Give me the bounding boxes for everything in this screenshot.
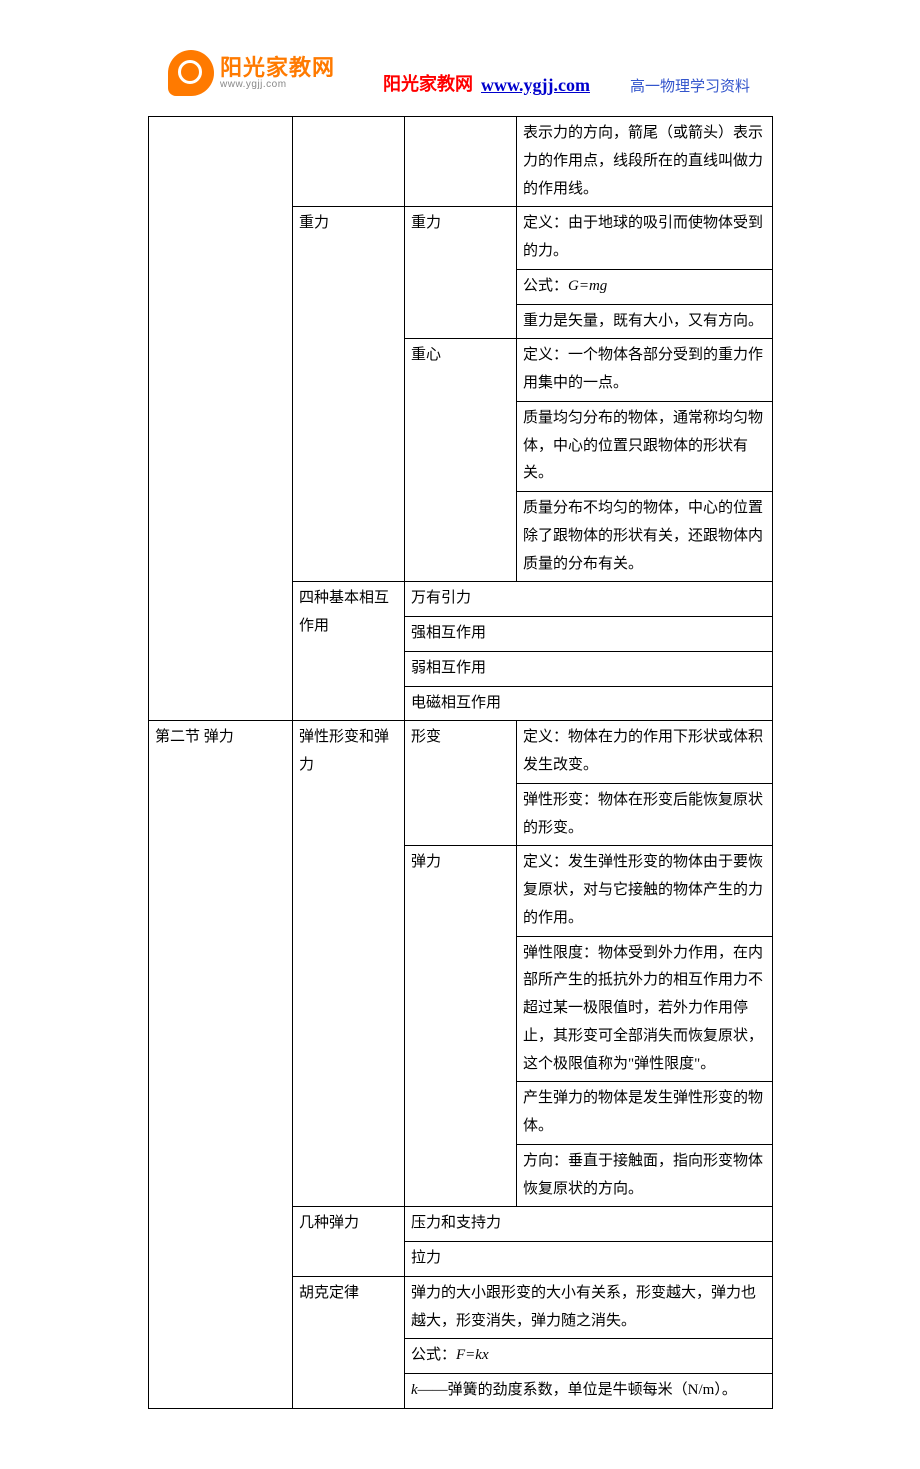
cell: 定义：发生弹性形变的物体由于要恢复原状，对与它接触的物体产生的力的作用。 [517,846,773,936]
page: 阳光家教网 www.ygjj.com 阳光家教网 www.ygjj.com 高一… [0,0,920,1469]
content-table: 表示力的方向，箭尾（或箭头）表示力的作用点，线段所在的直线叫做力的作用线。 重力… [148,116,773,1409]
cell: 重力 [405,207,517,339]
logo-en: www.ygjj.com [220,79,335,90]
cell: 产生弹力的物体是发生弹性形变的物体。 [517,1082,773,1145]
table-row: 第二节 弹力 弹性形变和弹力 形变 定义：物体在力的作用下形状或体积发生改变。 [149,721,773,784]
cell: k——弹簧的劲度系数，单位是牛顿每米（N/m）。 [405,1374,773,1409]
cell: 弹力 [405,846,517,1207]
cell: 弹性形变和弹力 [293,721,405,1207]
cell: 弹力的大小跟形变的大小有关系，形变越大，弹力也越大，形变消失，弹力随之消失。 [405,1276,773,1339]
cell: 压力和支持力 [405,1207,773,1242]
text: ——弹簧的劲度系数，单位是牛顿每米（N/m）。 [418,1382,737,1398]
formula: G=mg [568,278,607,294]
cell: 质量均匀分布的物体，通常称均匀物体，中心的位置只跟物体的形状有关。 [517,401,773,491]
cell: 形变 [405,721,517,846]
cell: 重心 [405,339,517,582]
cell: 弱相互作用 [405,651,773,686]
cell: 重力 [293,207,405,582]
cell [293,117,405,207]
cell-section: 第二节 弹力 [149,721,293,1409]
cell: 质量分布不均匀的物体，中心的位置除了跟物体的形状有关，还跟物体内质量的分布有关。 [517,492,773,582]
logo: 阳光家教网 www.ygjj.com [168,50,335,96]
cell: 方向：垂直于接触面，指向形变物体恢复原状的方向。 [517,1144,773,1207]
site-url-link[interactable]: www.ygjj.com [481,75,590,96]
cell: 定义：物体在力的作用下形状或体积发生改变。 [517,721,773,784]
var-k: k [411,1382,418,1398]
cell: 拉力 [405,1242,773,1277]
cell: 电磁相互作用 [405,686,773,721]
cell [405,117,517,207]
cell: 定义：一个物体各部分受到的重力作用集中的一点。 [517,339,773,402]
site-label: 阳光家教网 [383,70,473,96]
cell: 公式：F=kx [405,1339,773,1374]
cell: 四种基本相互作用 [293,582,405,721]
cell: 万有引力 [405,582,773,617]
cell: 公式：G=mg [517,269,773,304]
page-header: 阳光家教网 www.ygjj.com 阳光家教网 www.ygjj.com 高一… [0,50,920,96]
text: 公式： [523,278,568,294]
cell: 重力是矢量，既有大小，又有方向。 [517,304,773,339]
cell: 几种弹力 [293,1207,405,1277]
formula: F=kx [456,1347,489,1363]
sun-logo-icon [168,50,214,96]
cell: 强相互作用 [405,617,773,652]
cell: 表示力的方向，箭尾（或箭头）表示力的作用点，线段所在的直线叫做力的作用线。 [517,117,773,207]
table-row: 表示力的方向，箭尾（或箭头）表示力的作用点，线段所在的直线叫做力的作用线。 [149,117,773,207]
cell: 定义：由于地球的吸引而使物体受到的力。 [517,207,773,270]
text: 公式： [411,1347,456,1363]
logo-cn: 阳光家教网 [220,57,335,79]
doc-tag: 高一物理学习资料 [630,75,750,96]
cell: 弹性形变：物体在形变后能恢复原状的形变。 [517,783,773,846]
cell: 弹性限度：物体受到外力作用，在内部所产生的抵抗外力的相互作用力不超过某一极限值时… [517,936,773,1082]
cell: 胡克定律 [293,1276,405,1408]
logo-text: 阳光家教网 www.ygjj.com [220,57,335,90]
cell-section [149,117,293,721]
